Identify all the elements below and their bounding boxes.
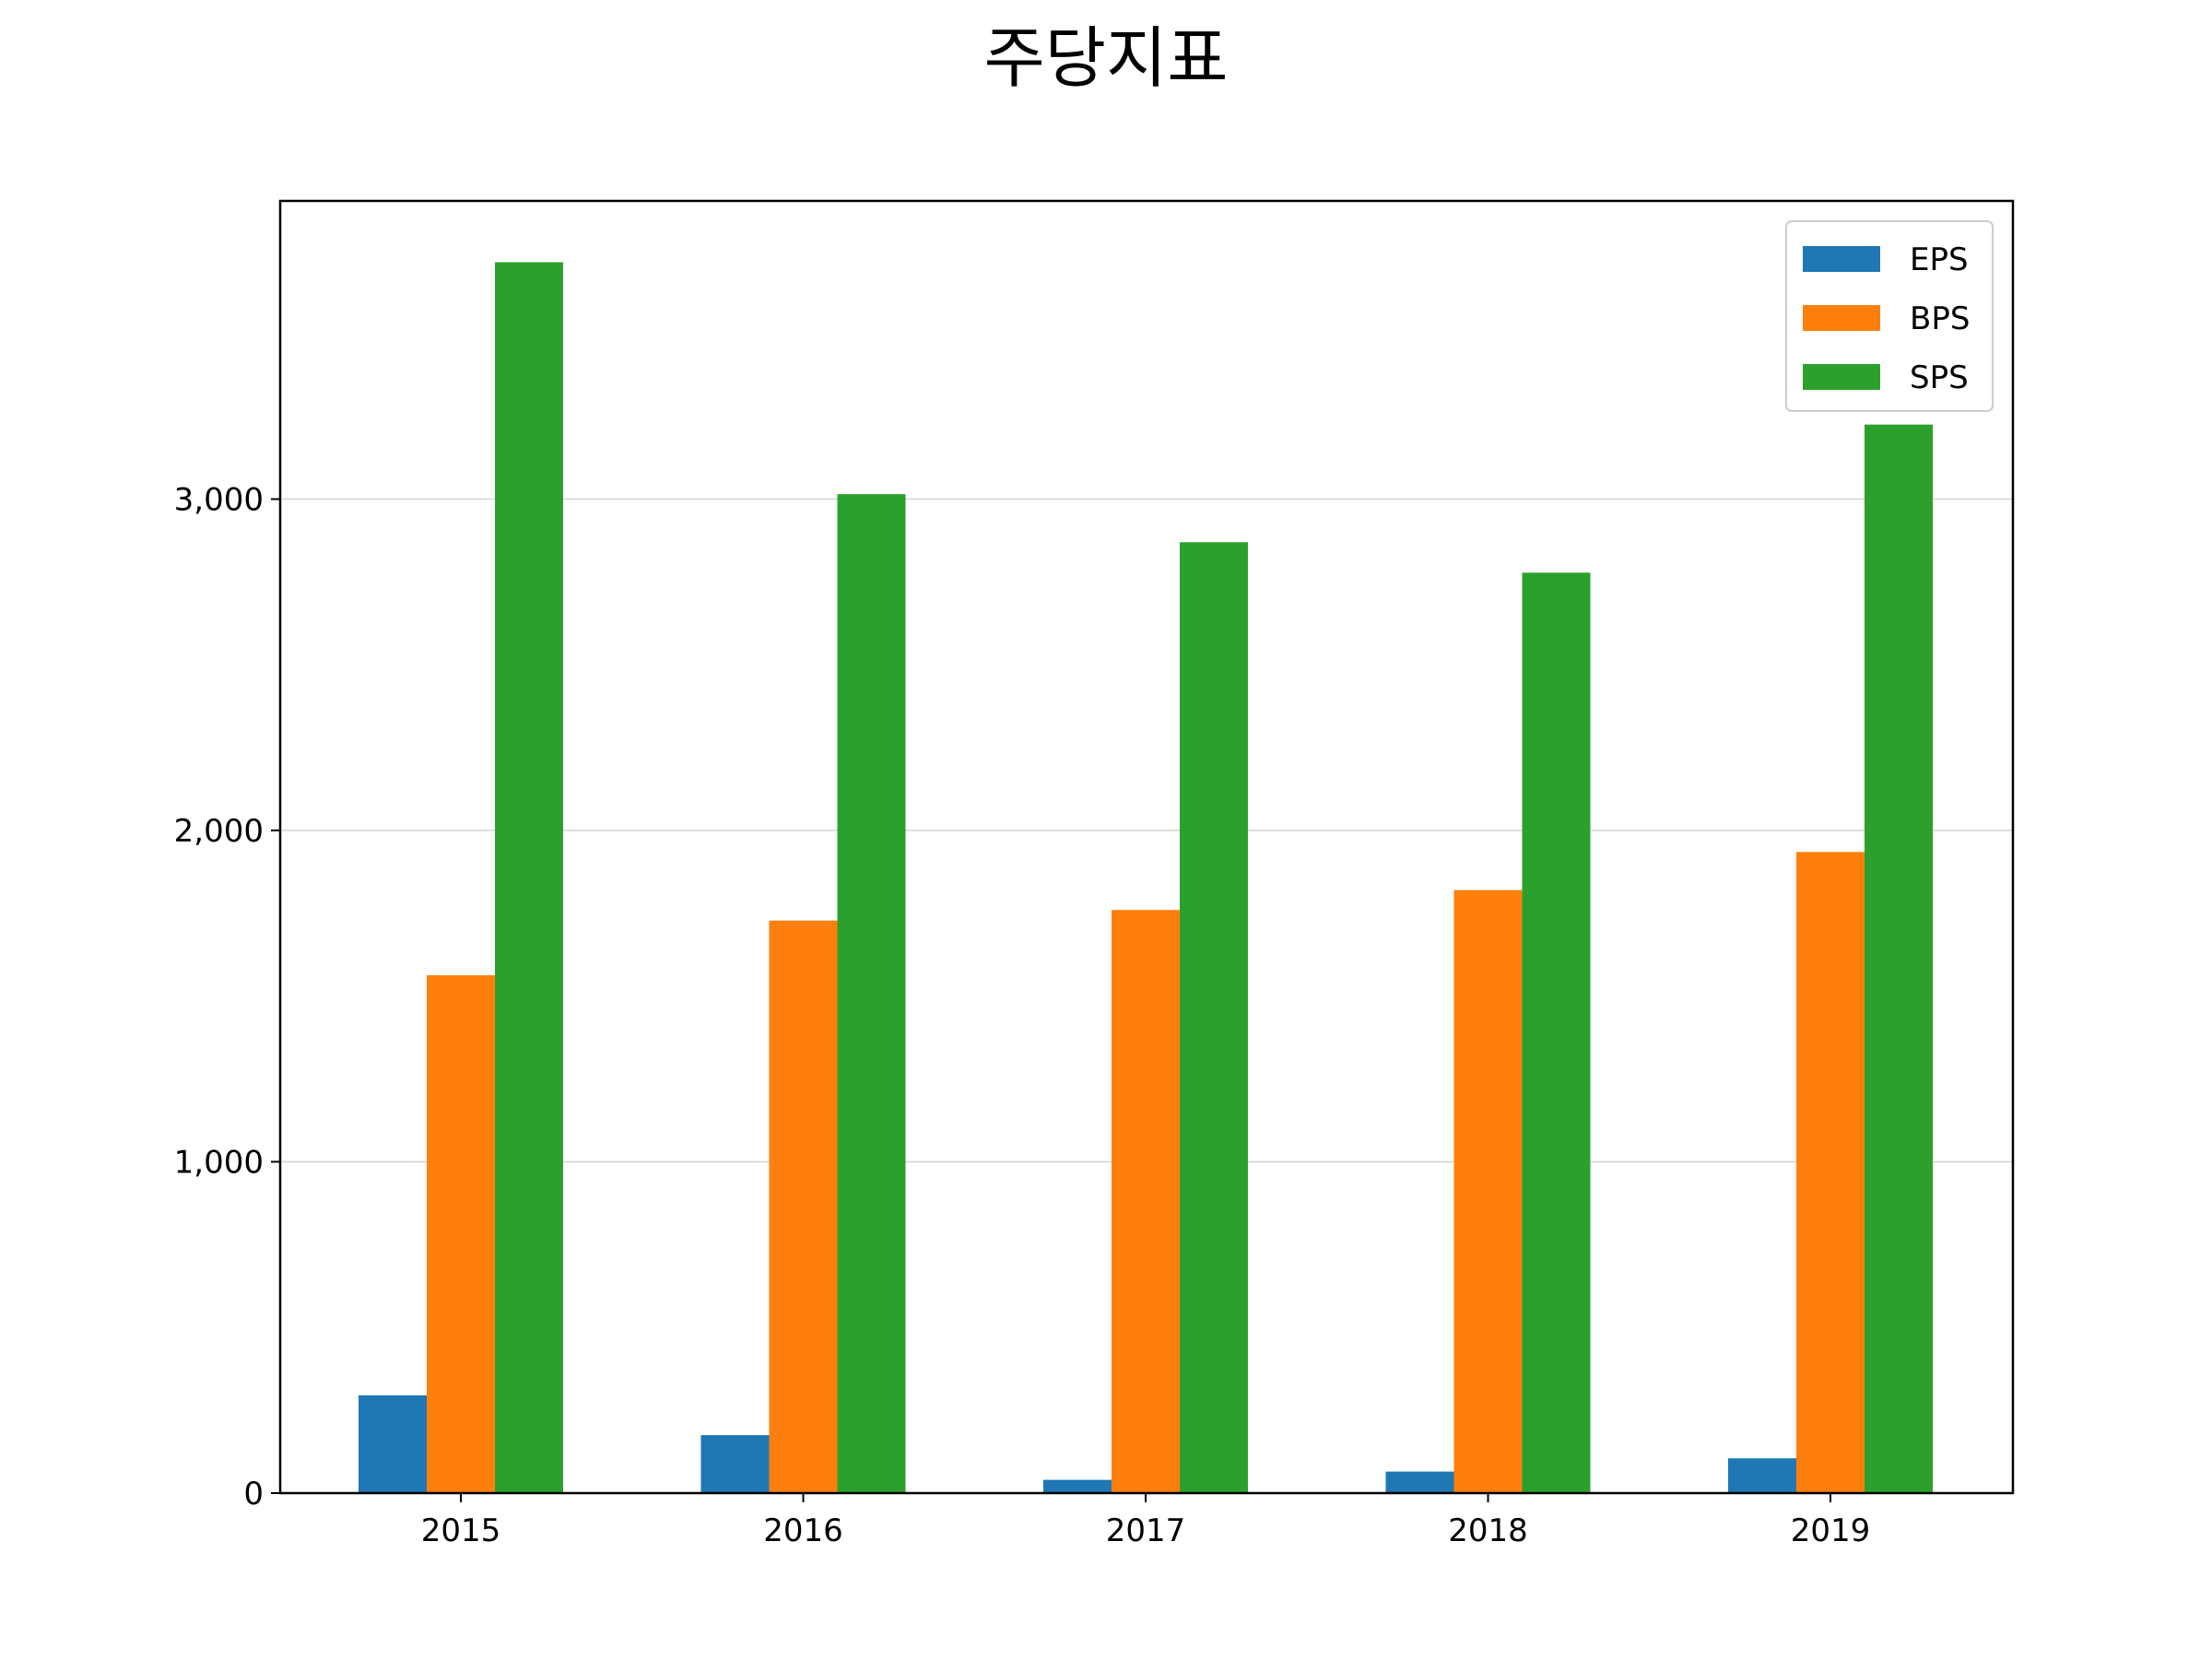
x-tick-label: 2016	[763, 1512, 843, 1549]
x-tick-label: 2015	[421, 1512, 501, 1549]
x-tick-label: 2019	[1791, 1512, 1871, 1549]
legend-swatch-eps	[1803, 246, 1880, 272]
bar-sps-2015	[495, 262, 563, 1493]
y-tick-label: 1,000	[174, 1145, 264, 1182]
chart-title: 주당지표	[984, 19, 1229, 97]
y-tick-label: 3,000	[174, 482, 264, 519]
bar-bps-2017	[1112, 910, 1180, 1493]
bar-sps-2017	[1180, 542, 1248, 1494]
x-tick-label: 2017	[1106, 1512, 1186, 1549]
legend-swatch-sps	[1803, 364, 1880, 390]
bar-bps-2018	[1453, 889, 1523, 1493]
bar-bps-2015	[427, 975, 495, 1493]
bars	[359, 262, 1933, 1494]
bar-sps-2019	[1865, 424, 1933, 1494]
bar-bps-2019	[1796, 852, 1865, 1493]
legend-label-sps: SPS	[1910, 359, 1969, 396]
bar-eps-2017	[1043, 1479, 1112, 1493]
ticks: 0 1,000 2,000 3,000 2015 2016 2017 2018 2019	[174, 482, 1871, 1549]
bar-sps-2018	[1522, 572, 1591, 1493]
bar-sps-2016	[837, 494, 906, 1493]
x-tick-label: 2018	[1448, 1512, 1528, 1549]
legend-label-bps: BPS	[1910, 300, 1970, 337]
bar-eps-2018	[1385, 1471, 1454, 1493]
bar-eps-2015	[359, 1394, 427, 1493]
legend: EPS BPS SPS	[1785, 220, 1994, 412]
bar-eps-2019	[1728, 1458, 1796, 1493]
legend-swatch-bps	[1803, 305, 1880, 331]
bar-eps-2016	[700, 1435, 770, 1493]
legend-label-eps: EPS	[1910, 241, 1969, 278]
y-tick-label: 0	[243, 1476, 264, 1512]
bar-bps-2016	[769, 920, 838, 1493]
y-tick-label: 2,000	[174, 813, 264, 850]
